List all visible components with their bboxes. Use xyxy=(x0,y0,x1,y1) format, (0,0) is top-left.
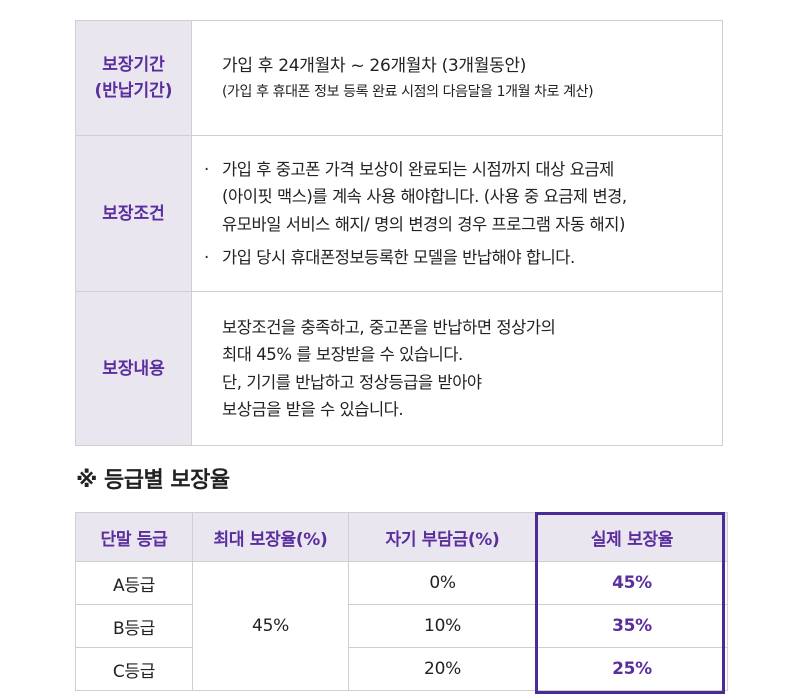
actual-rate-cell: 35% xyxy=(536,604,728,648)
grade-cell: B등급 xyxy=(75,604,193,648)
table-row: A등급 45% 0% 45% xyxy=(75,561,728,691)
grade-rate-table: 단말 등급 최대 보장율(%) 자기 부담금(%) 실제 보장율 A등급 45%… xyxy=(75,512,728,691)
header-self-pay: 자기 부담금(%) xyxy=(348,512,537,562)
coverage-period-label-line2: (반납기간) xyxy=(94,81,173,101)
actual-rate-cell: 25% xyxy=(536,647,728,691)
coverage-info-table: 보장기간 (반납기간) 가입 후 24개월차 ~ 26개월차 (3개월동안) (… xyxy=(75,20,723,446)
condition-1-line-3: 유모바일 서비스 해지/ 명의 변경의 경우 프로그램 자동 해지) xyxy=(222,214,625,234)
condition-1-line-1: 가입 후 중고폰 가격 보상이 완료되는 시점까지 대상 요금제 xyxy=(222,159,614,179)
coverage-period-label-line1: 보장기간 xyxy=(102,55,165,75)
grade-section-title: ※ 등급별 보장율 xyxy=(76,468,230,493)
header-actual-rate: 실제 보장율 xyxy=(536,512,728,562)
actual-rate-cell: 45% xyxy=(536,561,728,605)
max-rate-cell: 45% xyxy=(192,561,349,691)
coverage-period-main: 가입 후 24개월차 ~ 26개월차 (3개월동안) xyxy=(222,56,527,76)
coverage-details-content: 보장조건을 충족하고, 중고폰을 반납하면 정상가의 최대 45% 를 보장받을… xyxy=(191,291,723,446)
details-line-1: 보장조건을 충족하고, 중고폰을 반납하면 정상가의 xyxy=(222,317,556,337)
coverage-period-row: 보장기간 (반납기간) 가입 후 24개월차 ~ 26개월차 (3개월동안) (… xyxy=(75,20,723,136)
header-max-rate: 최대 보장율(%) xyxy=(192,512,349,562)
table-row: C등급 20% 25% xyxy=(75,647,728,691)
coverage-period-note: (가입 후 휴대폰 정보 등록 완료 시점의 다음달을 1개월 차로 계산) xyxy=(222,84,594,100)
self-pay-cell: 10% xyxy=(348,604,537,648)
grade-cell: C등급 xyxy=(75,647,193,691)
coverage-period-content: 가입 후 24개월차 ~ 26개월차 (3개월동안) (가입 후 휴대폰 정보 … xyxy=(191,20,723,136)
bullet-dot-icon: · xyxy=(204,159,209,179)
coverage-conditions-content: · 가입 후 중고폰 가격 보상이 완료되는 시점까지 대상 요금제 (아이핏 … xyxy=(191,135,723,292)
table-row: B등급 10% 35% xyxy=(75,604,728,648)
coverage-conditions-label: 보장조건 xyxy=(75,135,192,292)
condition-bullet-2: · 가입 당시 휴대폰정보등록한 모델을 반납해야 합니다. xyxy=(204,244,710,272)
self-pay-cell: 0% xyxy=(348,561,537,605)
coverage-conditions-row: 보장조건 · 가입 후 중고폰 가격 보상이 완료되는 시점까지 대상 요금제 … xyxy=(75,135,723,292)
condition-2-line-1: 가입 당시 휴대폰정보등록한 모델을 반납해야 합니다. xyxy=(222,248,575,267)
condition-1-line-2: (아이핏 맥스)를 계속 사용 해야합니다. (사용 중 요금제 변경, xyxy=(222,187,627,206)
coverage-period-label: 보장기간 (반납기간) xyxy=(75,20,192,136)
details-line-4: 보상금을 받을 수 있습니다. xyxy=(222,400,404,419)
details-line-3: 단, 기기를 반납하고 정상등급을 받아야 xyxy=(222,372,482,392)
details-line-2: 최대 45% 를 보장받을 수 있습니다. xyxy=(222,345,463,364)
header-grade: 단말 등급 xyxy=(75,512,193,562)
coverage-details-row: 보장내용 보장조건을 충족하고, 중고폰을 반납하면 정상가의 최대 45% 를… xyxy=(75,291,723,446)
grade-cell: A등급 xyxy=(75,561,193,605)
self-pay-cell: 20% xyxy=(348,647,537,691)
bullet-dot-icon: · xyxy=(204,248,209,267)
coverage-details-label: 보장내용 xyxy=(75,291,192,446)
condition-bullet-1: · 가입 후 중고폰 가격 보상이 완료되는 시점까지 대상 요금제 (아이핏 … xyxy=(204,156,710,239)
grade-table-header: 단말 등급 최대 보장율(%) 자기 부담금(%) 실제 보장율 xyxy=(75,512,728,562)
